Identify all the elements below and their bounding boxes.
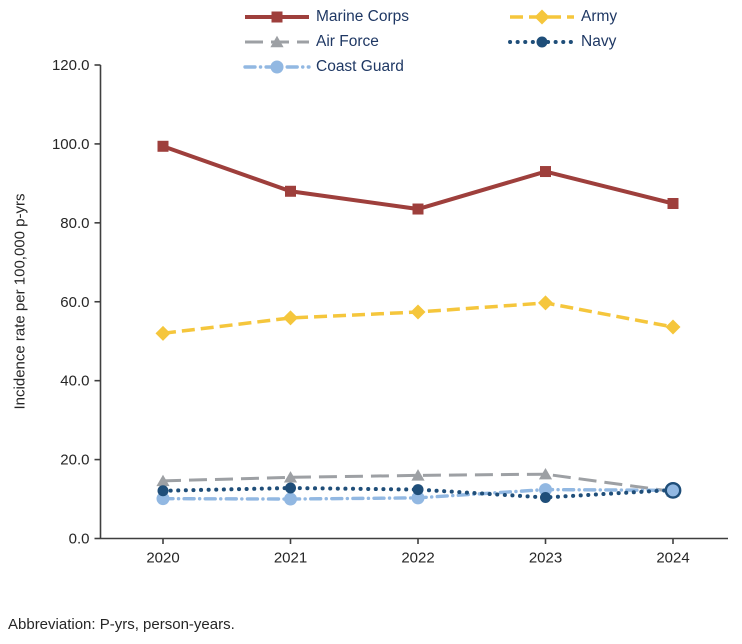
marine-marker bbox=[157, 140, 169, 152]
army-marker bbox=[410, 304, 426, 320]
navy-marker bbox=[157, 485, 169, 497]
legend-item-coast-guard: Coast Guard bbox=[243, 54, 508, 79]
marine-marker bbox=[667, 197, 679, 209]
y-tick-label: 0.0 bbox=[69, 531, 90, 548]
tick-labels: 0.0 20.0 40.0 60.0 80.0 100.0 120.0 2020 2021 202… bbox=[52, 57, 690, 567]
navy-line-swatch bbox=[508, 36, 576, 47]
army-line-swatch bbox=[510, 9, 574, 24]
navy-marker bbox=[412, 484, 424, 496]
x-tick-label: 2020 bbox=[146, 550, 179, 567]
airforce-marker bbox=[411, 469, 425, 481]
airforce-marker bbox=[283, 471, 298, 483]
chart-legend: Marine Corps Army Air Force Navy Coast G… bbox=[243, 4, 617, 79]
y-tick-label: 120.0 bbox=[52, 57, 90, 74]
army-marker bbox=[283, 310, 298, 326]
coastguard-ringed-marker bbox=[664, 481, 682, 499]
y-tick-label: 20.0 bbox=[60, 452, 89, 469]
coastguard-marker bbox=[411, 491, 425, 505]
legend-label-coast-guard: Coast Guard bbox=[316, 57, 404, 75]
army-marker bbox=[155, 325, 171, 341]
coastguard-marker bbox=[156, 492, 170, 506]
navy-marker bbox=[285, 482, 296, 494]
series-coastguard bbox=[156, 483, 675, 506]
army-marker bbox=[665, 319, 681, 335]
axes bbox=[94, 64, 728, 544]
legend-item-air-force: Air Force bbox=[243, 29, 508, 54]
air-force-line-swatch bbox=[245, 35, 309, 47]
legend-label-marine-corps: Marine Corps bbox=[316, 7, 410, 25]
x-tick-label: 2023 bbox=[529, 550, 562, 567]
coast-guard-line-swatch bbox=[243, 60, 311, 73]
army-legend-marker bbox=[534, 9, 550, 24]
marine-line bbox=[162, 144, 674, 212]
x-tick-label: 2021 bbox=[274, 550, 307, 567]
series-marine bbox=[157, 140, 679, 215]
y-axis-title: Incidence rate per 100,000 p-yrs bbox=[11, 193, 29, 410]
y-tick-label: 40.0 bbox=[60, 373, 89, 390]
airforce-marker bbox=[538, 467, 553, 480]
y-tick-label: 60.0 bbox=[60, 294, 89, 311]
marine-marker bbox=[285, 185, 296, 197]
army-marker bbox=[538, 295, 553, 311]
navy-marker bbox=[540, 491, 551, 503]
legend-label-air-force: Air Force bbox=[316, 32, 379, 50]
legend-label-navy: Navy bbox=[581, 32, 617, 50]
legend-item-army: Army bbox=[508, 4, 617, 29]
y-tick-label: 80.0 bbox=[60, 215, 89, 232]
legend-label-army: Army bbox=[581, 7, 618, 25]
legend-item-marine-corps: Marine Corps bbox=[243, 4, 508, 29]
y-tick-label: 100.0 bbox=[52, 136, 90, 153]
legend-item-navy: Navy bbox=[508, 29, 617, 54]
footnote-abbreviation: Abbreviation: P-yrs, person-years. bbox=[8, 616, 235, 633]
marine-corps-line-swatch bbox=[245, 11, 309, 22]
marine-marker bbox=[540, 166, 551, 178]
coastguard-legend-marker bbox=[270, 60, 284, 73]
coastguard-marker bbox=[284, 492, 297, 506]
navy-line bbox=[161, 485, 675, 500]
marine-legend-marker bbox=[271, 11, 283, 22]
marine-marker bbox=[412, 203, 424, 215]
coastguard-marker bbox=[539, 483, 552, 497]
airforce-marker bbox=[156, 474, 170, 487]
x-tick-label: 2022 bbox=[401, 550, 434, 567]
navy-legend-marker bbox=[536, 36, 548, 47]
airforce-legend-marker bbox=[270, 35, 284, 47]
series-army bbox=[155, 295, 681, 341]
x-tick-label: 2024 bbox=[656, 550, 689, 567]
airforce-line bbox=[162, 472, 674, 494]
